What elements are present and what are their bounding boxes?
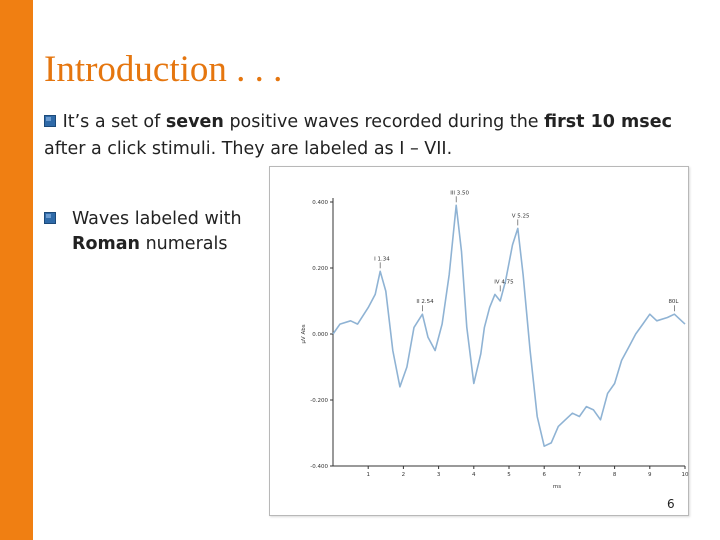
bullet1-bold-seven: seven xyxy=(165,112,224,132)
x-tick-label: 3 xyxy=(437,472,441,478)
bullet1-text-2: positive waves recorded during the xyxy=(223,112,545,132)
x-tick-label: 9 xyxy=(648,472,652,478)
y-tick-label: -0.400 xyxy=(310,464,328,470)
left-accent-bar xyxy=(0,0,33,540)
peak-label: III 3.50 xyxy=(450,190,469,196)
waveform-series-line xyxy=(332,204,686,447)
peak-label: V 5.25 xyxy=(512,213,530,219)
peak-label: 80L xyxy=(668,299,679,305)
page-number: 6 xyxy=(667,497,675,511)
bullet-paragraph-1: It’s a set of seven positive waves recor… xyxy=(44,109,709,163)
bullet2-text-1: Waves labeled with xyxy=(72,209,242,229)
x-tick-label: 8 xyxy=(613,472,617,478)
x-tick-label: 5 xyxy=(507,472,511,478)
x-tick-label: 1 xyxy=(366,472,370,478)
y-tick-label: 0.000 xyxy=(312,332,328,338)
bullet2-text-2: numerals xyxy=(140,234,228,254)
square-bullet-icon xyxy=(44,212,56,224)
peak-label: IV 4.75 xyxy=(494,279,514,285)
peak-label: II 2.54 xyxy=(416,299,434,305)
x-axis-label: ms xyxy=(553,484,561,490)
bullet1-text-1: It’s a set of xyxy=(57,112,166,132)
square-bullet-icon xyxy=(44,115,56,127)
bullet-paragraph-2: Waves labeled with Roman numerals xyxy=(44,207,269,257)
x-tick-label: 4 xyxy=(472,472,476,478)
abr-waveform-figure: 0.400 0.200 0.000 -0.200 -0.400 1 2 3 4 5 6 7 8 9 10 µV… xyxy=(269,166,689,516)
peak-label: I 1.34 xyxy=(374,256,390,262)
y-tick-label: 0.200 xyxy=(312,266,328,272)
bullet1-text-3: after a click stimuli. They are labeled … xyxy=(44,139,453,159)
abr-waveform-chart: 0.400 0.200 0.000 -0.200 -0.400 1 2 3 4 5 6 7 8 9 10 µV… xyxy=(301,190,689,490)
y-tick-label: 0.400 xyxy=(312,200,328,206)
x-tick-label: 6 xyxy=(542,472,546,478)
slide-title: Introduction . . . xyxy=(44,49,283,90)
bullet1-bold-first-10-msec: first 10 msec xyxy=(544,112,672,132)
x-tick-label: 7 xyxy=(578,472,582,478)
x-tick-label: 10 xyxy=(682,472,689,478)
y-tick-label: -0.200 xyxy=(310,398,328,404)
x-tick-label: 2 xyxy=(402,472,406,478)
bullet2-bold-roman: Roman xyxy=(72,234,141,254)
y-axis-label: µV Abs xyxy=(301,324,307,343)
